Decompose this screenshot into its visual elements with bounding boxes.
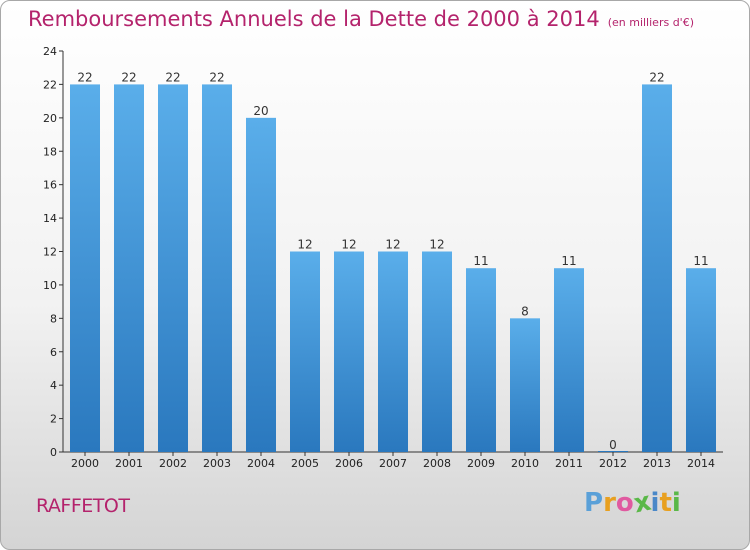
proxiti-logo[interactable]: Proxiti	[584, 487, 681, 520]
x-tick-label: 2012	[599, 457, 627, 470]
logo-letter: r	[603, 488, 616, 518]
value-label: 22	[649, 70, 664, 84]
value-label: 12	[341, 238, 356, 252]
y-tick-label: 22	[43, 78, 57, 91]
value-labels: 22 22 22 22 20 12 12 12 12 11 8 11 0 22 11	[77, 70, 708, 452]
x-tick-label: 2001	[115, 457, 143, 470]
bar-2001	[114, 84, 144, 453]
bar-2011	[554, 268, 584, 452]
commune-name: RAFFETOT	[36, 495, 130, 517]
y-tick-label: 14	[43, 212, 57, 225]
logo-letter: o	[615, 488, 634, 518]
chart-title: Remboursements Annuels de la Dette de 20…	[28, 7, 694, 31]
value-label: 22	[121, 70, 136, 84]
y-tick-label: 6	[50, 346, 57, 359]
x-tick-label: 2010	[511, 457, 539, 470]
y-tick-label: 2	[50, 413, 57, 426]
x-tick-label: 2005	[291, 457, 319, 470]
value-label: 8	[521, 304, 529, 318]
logo-letter: t	[659, 488, 672, 518]
bar-2014	[686, 268, 716, 452]
x-tick-label: 2009	[467, 457, 495, 470]
y-tick-label: 20	[43, 112, 57, 125]
bar-2002	[158, 84, 188, 453]
x-tick-label: 2013	[643, 457, 671, 470]
y-tick-label: 12	[43, 246, 57, 259]
y-tick-label: 8	[50, 312, 57, 325]
x-tick-label: 2002	[159, 457, 187, 470]
y-tick-label: 16	[43, 179, 57, 192]
y-tick-label: 24	[43, 45, 57, 58]
value-label: 22	[165, 70, 180, 84]
value-label: 12	[429, 238, 444, 252]
value-label: 11	[561, 254, 576, 268]
bar-2005	[290, 251, 320, 452]
y-tick-label: 18	[43, 145, 57, 158]
bar-2013	[642, 84, 672, 453]
logo-letter: i	[650, 488, 660, 518]
bar-2004	[246, 117, 276, 452]
value-label: 22	[77, 70, 92, 84]
title-text: Remboursements Annuels de la Dette de 20…	[28, 7, 600, 31]
value-label: 22	[209, 70, 224, 84]
bar-2006	[334, 251, 364, 452]
value-label: 12	[385, 238, 400, 252]
bar-2010	[510, 318, 540, 452]
logo-letter: i	[671, 488, 681, 518]
logo-letter: P	[584, 488, 604, 518]
x-tick-label: 2006	[335, 457, 363, 470]
value-label: 0	[609, 438, 617, 452]
x-tick-label: 2004	[247, 457, 275, 470]
value-label: 12	[297, 238, 312, 252]
x-tick-label: 2000	[71, 457, 99, 470]
x-axis: 2000 2001 2002 2003 2004 2005 2006 2007 2008 2009…	[63, 451, 723, 470]
x-tick-label: 2003	[203, 457, 231, 470]
y-tick-label: 10	[43, 279, 57, 292]
bar-2009	[466, 268, 496, 452]
y-tick-label: 4	[50, 379, 57, 392]
bar-2000	[70, 84, 100, 453]
value-label: 11	[693, 254, 708, 268]
bar-2008	[422, 251, 452, 452]
bar-2003	[202, 84, 232, 453]
x-tick-label: 2014	[687, 457, 715, 470]
bars	[70, 84, 716, 453]
x-tick-label: 2011	[555, 457, 583, 470]
value-label: 20	[253, 104, 268, 118]
x-tick-label: 2007	[379, 457, 407, 470]
value-label: 11	[473, 254, 488, 268]
x-tick-label: 2008	[423, 457, 451, 470]
y-tick-label: 0	[50, 446, 57, 459]
bar-2007	[378, 251, 408, 452]
chart-subtitle: (en milliers d'€)	[607, 16, 694, 29]
